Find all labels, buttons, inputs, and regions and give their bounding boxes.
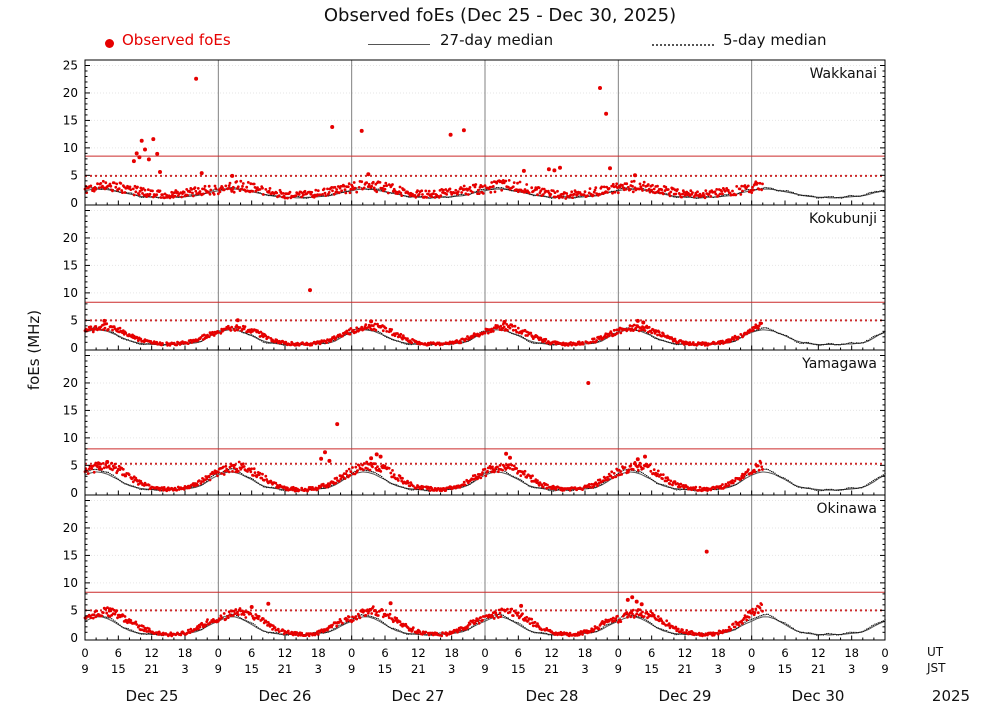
jst-row-label: JST [927, 661, 946, 675]
svg-text:15: 15 [644, 662, 659, 676]
svg-text:20: 20 [63, 521, 78, 535]
svg-text:0: 0 [748, 646, 755, 660]
svg-text:6: 6 [248, 646, 255, 660]
svg-text:15: 15 [111, 662, 126, 676]
svg-text:9: 9 [348, 662, 355, 676]
x-axis-labels: 0 9 6 15 12 21 18 3 0 9 6 15 12 21 18 3 0 9 6 15 12 21 18 3 0 9 6 1… [81, 646, 888, 676]
svg-text:20: 20 [63, 376, 78, 390]
svg-text:9: 9 [881, 662, 888, 676]
svg-text:18: 18 [311, 646, 326, 660]
date-label-dec29: Dec 29 [658, 687, 712, 705]
svg-text:6: 6 [515, 646, 522, 660]
svg-text:15: 15 [778, 662, 793, 676]
panel-label-kokubunji: Kokubunji [808, 211, 877, 227]
svg-text:6: 6 [115, 646, 122, 660]
svg-text:15: 15 [63, 548, 78, 562]
svg-text:21: 21 [678, 662, 693, 676]
svg-text:10: 10 [63, 141, 78, 155]
svg-text:12: 12 [144, 646, 159, 660]
svg-text:0: 0 [615, 646, 622, 660]
panel-kokubunji: 0 5 10 15 20 [63, 204, 886, 355]
svg-text:15: 15 [63, 403, 78, 417]
median5-dotted-line-icon [652, 44, 714, 46]
y-axis-label: foEs (MHz) [25, 309, 43, 391]
svg-text:0: 0 [70, 631, 78, 645]
svg-text:9: 9 [748, 662, 755, 676]
svg-text:10: 10 [63, 431, 78, 445]
svg-text:0: 0 [881, 646, 888, 660]
legend-median5-label: 5-day median [723, 31, 827, 49]
panel-label-okinawa: Okinawa [816, 501, 878, 517]
svg-text:12: 12 [278, 646, 293, 660]
svg-text:21: 21 [411, 662, 426, 676]
svg-text:3: 3 [181, 662, 188, 676]
svg-text:25: 25 [63, 58, 78, 72]
observed-dot-icon [105, 39, 114, 48]
panel-label-wakkanai: Wakkanai [809, 66, 877, 82]
svg-text:9: 9 [81, 662, 88, 676]
svg-text:6: 6 [648, 646, 655, 660]
panel-yamagawa: 0 5 10 15 20 [63, 349, 886, 500]
svg-text:0: 0 [70, 196, 78, 210]
svg-text:0: 0 [81, 646, 88, 660]
ut-row-label: UT [927, 645, 944, 659]
date-label-dec27: Dec 27 [391, 687, 445, 705]
svg-text:5: 5 [70, 603, 78, 617]
svg-text:0: 0 [348, 646, 355, 660]
year-label: 2025 [931, 687, 971, 705]
legend-median27-label: 27-day median [440, 31, 554, 49]
date-label-dec25: Dec 25 [125, 687, 179, 705]
svg-text:0: 0 [70, 486, 78, 500]
svg-text:5: 5 [70, 168, 78, 182]
svg-text:9: 9 [215, 662, 222, 676]
svg-text:3: 3 [715, 662, 722, 676]
svg-text:5: 5 [70, 313, 78, 327]
svg-text:3: 3 [315, 662, 322, 676]
svg-text:3: 3 [581, 662, 588, 676]
svg-text:10: 10 [63, 286, 78, 300]
svg-text:12: 12 [544, 646, 559, 660]
svg-text:0: 0 [70, 341, 78, 355]
panel-label-yamagawa: Yamagawa [802, 356, 877, 372]
svg-text:18: 18 [178, 646, 193, 660]
svg-text:10: 10 [63, 576, 78, 590]
svg-text:15: 15 [511, 662, 526, 676]
svg-text:21: 21 [278, 662, 293, 676]
date-label-dec28: Dec 28 [525, 687, 579, 705]
legend-observed-label: Observed foEs [122, 31, 231, 49]
date-label-dec30: Dec 30 [791, 687, 845, 705]
svg-text:12: 12 [411, 646, 426, 660]
svg-text:15: 15 [63, 258, 78, 272]
svg-text:20: 20 [63, 86, 78, 100]
svg-text:9: 9 [481, 662, 488, 676]
svg-text:3: 3 [848, 662, 855, 676]
svg-text:12: 12 [678, 646, 693, 660]
panel-okinawa: 0 5 10 15 20 [63, 494, 886, 645]
svg-text:20: 20 [63, 231, 78, 245]
svg-text:15: 15 [63, 113, 78, 127]
svg-text:18: 18 [444, 646, 459, 660]
svg-text:18: 18 [578, 646, 593, 660]
svg-text:6: 6 [381, 646, 388, 660]
svg-text:0: 0 [215, 646, 222, 660]
svg-text:12: 12 [811, 646, 826, 660]
svg-text:21: 21 [811, 662, 826, 676]
svg-text:5: 5 [70, 458, 78, 472]
median27-line-icon [368, 44, 430, 45]
svg-text:6: 6 [781, 646, 788, 660]
svg-text:9: 9 [615, 662, 622, 676]
svg-text:3: 3 [448, 662, 455, 676]
svg-text:21: 21 [544, 662, 559, 676]
svg-text:15: 15 [378, 662, 393, 676]
page-title: Observed foEs (Dec 25 - Dec 30, 2025) [323, 5, 677, 26]
date-label-dec26: Dec 26 [258, 687, 312, 705]
svg-text:18: 18 [711, 646, 726, 660]
svg-text:0: 0 [481, 646, 488, 660]
svg-text:18: 18 [844, 646, 859, 660]
svg-text:21: 21 [144, 662, 159, 676]
svg-text:15: 15 [244, 662, 259, 676]
panel-wakkanai: 0 5 10 15 20 25 [63, 58, 886, 210]
